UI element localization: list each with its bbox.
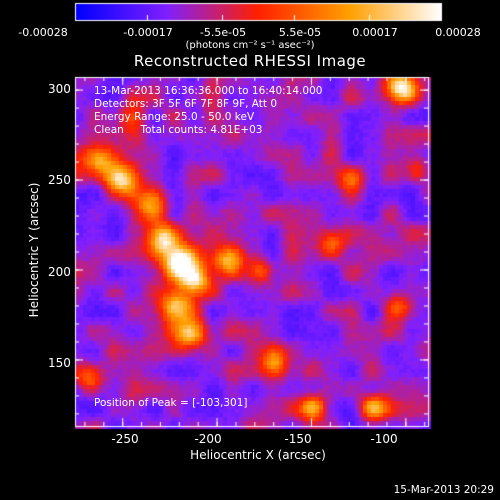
detectors-annotation: Detectors: 3F 5F 6F 7F 8F 9F, Att 0 (94, 98, 278, 110)
colorbar-tick-label: 0.00028 (435, 26, 481, 39)
colorbar-units-label: (photons cm⁻² s⁻¹ asec⁻²) (185, 40, 315, 51)
chart-title: Reconstructed RHESSI Image (133, 52, 367, 70)
time-range-annotation: 13-Mar-2013 16:36:36.000 to 16:40:14.000 (94, 85, 323, 97)
x-tick-label: -150 (284, 432, 312, 446)
colorbar-tick-label: -5.5e-05 (199, 26, 247, 39)
y-tick-label: 150 (48, 356, 71, 370)
x-tick-label: -250 (111, 432, 139, 446)
peak-position-annotation: Position of Peak = [-103,301] (94, 397, 248, 409)
x-tick-label: -100 (370, 432, 398, 446)
colorbar-tick-label: 0.00017 (352, 26, 398, 39)
colorbar-tick-label: 5.5e-05 (278, 26, 322, 39)
y-tick-label: 200 (48, 265, 71, 279)
date-stamp: 15-Mar-2013 20:29 (393, 484, 494, 496)
y-axis-label: Heliocentric Y (arcsec) (27, 182, 41, 318)
y-tick-label: 300 (48, 82, 71, 96)
colorbar-tick-label: -0.00017 (123, 26, 173, 39)
clean-counts-annotation: Clean Total counts: 4.81E+03 (94, 124, 263, 136)
y-tick-label: 250 (48, 173, 71, 187)
energy-range-annotation: Energy Range: 25.0 - 50.0 keV (94, 111, 255, 123)
colorbar-tick-label: -0.00028 (18, 26, 68, 39)
x-tick-label: -200 (194, 432, 222, 446)
x-axis-label: Heliocentric X (arcsec) (190, 448, 326, 462)
